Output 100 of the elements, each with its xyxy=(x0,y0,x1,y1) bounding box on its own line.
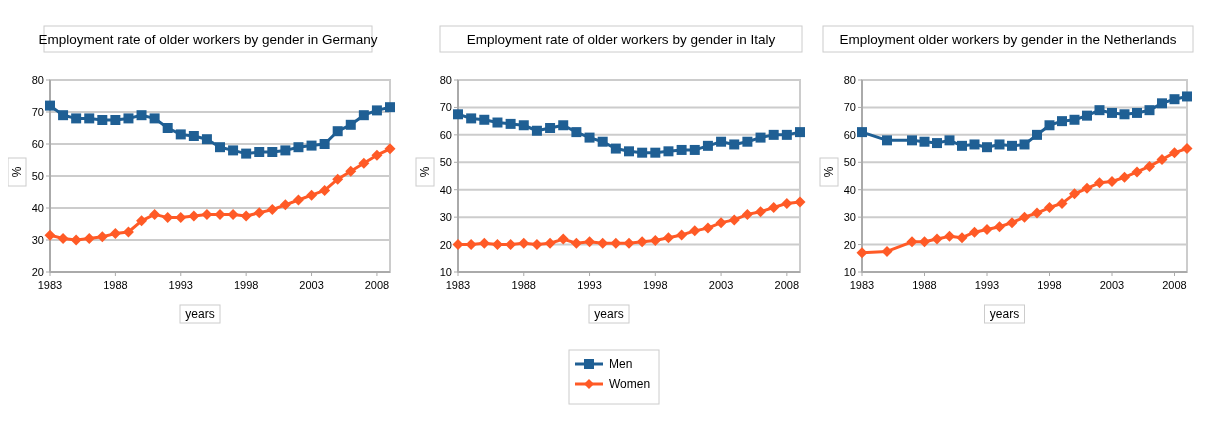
chart-title: Employment rate of older workers by gender in Germany xyxy=(38,32,378,47)
y-tick-label: 50 xyxy=(439,156,452,169)
point xyxy=(279,199,291,211)
x-tick-label: 1998 xyxy=(643,279,668,291)
x-tick-label: 1993 xyxy=(974,279,1000,291)
x-tick-label: 2003 xyxy=(708,279,734,291)
point xyxy=(1169,147,1180,159)
y-tick-label: 20 xyxy=(843,238,856,251)
y-tick-label: 60 xyxy=(31,138,44,150)
point xyxy=(1157,98,1167,109)
y-tick-label: 70 xyxy=(31,106,44,118)
point xyxy=(345,165,357,177)
point xyxy=(781,197,793,209)
point xyxy=(597,136,608,147)
y-tick-label: 30 xyxy=(843,211,856,224)
point xyxy=(969,226,980,238)
y-tick-label: 30 xyxy=(31,234,44,246)
point xyxy=(689,225,701,237)
point xyxy=(371,149,383,161)
point xyxy=(906,236,918,248)
point xyxy=(881,245,893,257)
point xyxy=(636,236,648,248)
point xyxy=(267,147,278,157)
y-tick-label: 40 xyxy=(439,183,452,196)
x-tick-label: 2008 xyxy=(364,279,390,291)
point xyxy=(1156,154,1168,166)
point xyxy=(280,145,291,156)
point xyxy=(558,120,569,131)
point xyxy=(1069,188,1080,200)
point xyxy=(241,148,252,159)
point xyxy=(932,138,942,149)
point xyxy=(1182,91,1192,102)
point xyxy=(162,123,173,133)
point xyxy=(122,226,134,238)
point xyxy=(676,229,688,241)
point xyxy=(1144,105,1155,116)
point xyxy=(969,139,980,150)
point xyxy=(544,237,556,249)
point xyxy=(1019,139,1030,150)
legend-label: Men xyxy=(609,357,633,371)
point xyxy=(319,139,330,149)
x-tick-label: 2003 xyxy=(1099,279,1125,291)
y-tick-label: 70 xyxy=(843,101,856,114)
y-axis-title: % xyxy=(418,166,432,178)
y-tick-label: 40 xyxy=(843,183,856,196)
x-tick-label: 1993 xyxy=(577,279,602,291)
point xyxy=(1119,109,1130,120)
point xyxy=(584,236,596,248)
point xyxy=(982,142,992,153)
x-tick-label: 1983 xyxy=(849,279,875,291)
x-axis-title: years xyxy=(594,307,624,321)
point xyxy=(1107,107,1117,118)
point xyxy=(345,119,356,130)
point xyxy=(319,184,331,196)
x-tick-label: 1988 xyxy=(912,279,937,291)
point xyxy=(1019,211,1030,223)
y-tick-label: 40 xyxy=(31,202,44,214)
point xyxy=(478,237,490,249)
point xyxy=(702,140,713,151)
point xyxy=(253,207,265,219)
point xyxy=(384,143,396,155)
point xyxy=(584,132,595,143)
point xyxy=(981,223,993,235)
y-tick-label: 10 xyxy=(843,266,856,278)
point xyxy=(882,135,892,146)
point xyxy=(610,237,622,249)
point xyxy=(201,134,212,145)
point xyxy=(663,146,674,157)
point xyxy=(624,146,634,157)
point xyxy=(306,189,318,201)
point xyxy=(755,132,766,143)
point xyxy=(479,114,490,125)
y-tick-label: 80 xyxy=(439,74,452,86)
point xyxy=(716,136,727,147)
point xyxy=(676,144,687,155)
point xyxy=(795,127,805,138)
point xyxy=(188,210,200,222)
point xyxy=(254,147,265,157)
point xyxy=(755,206,767,218)
point xyxy=(944,135,955,146)
point xyxy=(453,109,463,120)
point xyxy=(58,110,69,121)
point xyxy=(702,222,714,234)
point xyxy=(919,236,930,248)
point xyxy=(96,231,108,243)
point xyxy=(57,232,69,244)
point xyxy=(649,234,661,246)
point xyxy=(1044,120,1055,131)
point xyxy=(571,127,582,138)
point xyxy=(1044,202,1055,214)
point xyxy=(215,142,225,153)
point xyxy=(332,126,343,137)
point xyxy=(1144,160,1155,172)
point xyxy=(505,118,516,129)
point xyxy=(83,232,95,244)
y-tick-label: 20 xyxy=(439,238,452,251)
point xyxy=(1119,171,1130,183)
point xyxy=(768,202,780,214)
point xyxy=(531,125,542,136)
x-tick-label: 1993 xyxy=(168,279,194,291)
